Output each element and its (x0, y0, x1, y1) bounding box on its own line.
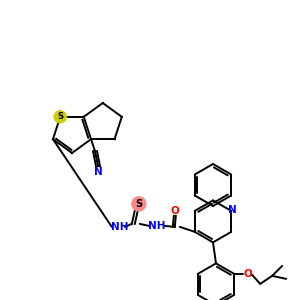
Text: S: S (135, 199, 142, 209)
Text: O: O (170, 206, 179, 216)
Text: N: N (94, 167, 102, 177)
Text: N: N (228, 205, 237, 215)
Circle shape (54, 111, 66, 123)
Text: NH: NH (111, 222, 129, 232)
Circle shape (132, 197, 146, 211)
Text: S: S (57, 112, 63, 121)
Text: O: O (244, 269, 253, 279)
Text: NH: NH (148, 221, 166, 231)
